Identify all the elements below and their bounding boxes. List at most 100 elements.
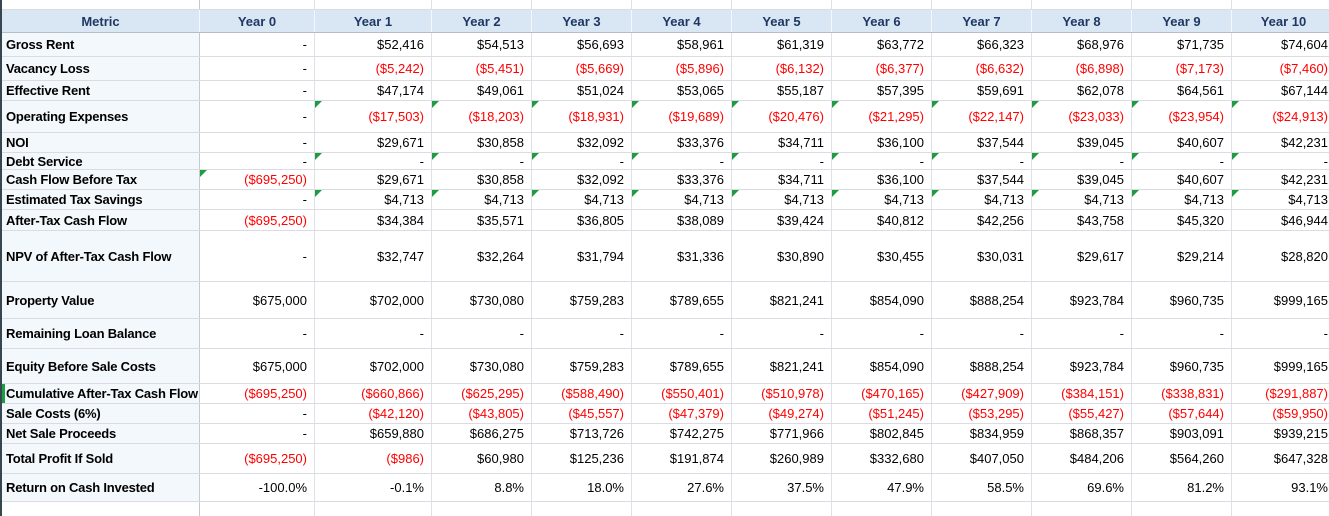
column-header-year-1[interactable]: Year 1 [315, 10, 432, 32]
cell-year-0[interactable]: -100.0% [200, 474, 315, 501]
cell-year-5[interactable]: $821,241 [732, 282, 832, 318]
cell-year-4[interactable]: $53,065 [632, 81, 732, 100]
cell-year-0[interactable]: - [200, 231, 315, 281]
cell-year-0[interactable]: - [200, 57, 315, 80]
cell-year-1[interactable]: - [315, 153, 432, 169]
column-header-year-5[interactable]: Year 5 [732, 10, 832, 32]
cell-year-2[interactable]: ($5,451) [432, 57, 532, 80]
cell-year-9[interactable]: $71,735 [1132, 33, 1232, 56]
cell-year-8[interactable]: $923,784 [1032, 349, 1132, 383]
row-label[interactable]: Return on Cash Invested [2, 474, 200, 501]
cell-year-0[interactable]: ($695,250) [200, 170, 315, 189]
cell-year-3[interactable]: - [532, 153, 632, 169]
cell-year-9[interactable]: ($23,954) [1132, 101, 1232, 132]
cell-year-6[interactable]: ($470,165) [832, 384, 932, 403]
cell-year-0[interactable]: - [200, 133, 315, 152]
cell-year-0[interactable]: - [200, 101, 315, 132]
cell-year-8[interactable]: ($6,898) [1032, 57, 1132, 80]
cell-year-1[interactable]: $702,000 [315, 282, 432, 318]
cell-year-2[interactable]: - [432, 153, 532, 169]
row-label[interactable]: Cumulative After-Tax Cash Flow [2, 384, 200, 403]
cell-year-8[interactable]: ($55,427) [1032, 404, 1132, 423]
cell-year-9[interactable]: $64,561 [1132, 81, 1232, 100]
cell-year-6[interactable]: - [832, 153, 932, 169]
cell-year-2[interactable]: $32,264 [432, 231, 532, 281]
column-header-year-9[interactable]: Year 9 [1132, 10, 1232, 32]
row-label[interactable]: NOI [2, 133, 200, 152]
cell-year-5[interactable]: $4,713 [732, 190, 832, 209]
cell-year-4[interactable]: $4,713 [632, 190, 732, 209]
cell-year-8[interactable]: ($23,033) [1032, 101, 1132, 132]
cell-year-3[interactable]: $713,726 [532, 424, 632, 443]
cell-year-9[interactable]: $29,214 [1132, 231, 1232, 281]
cell-year-7[interactable]: $37,544 [932, 170, 1032, 189]
cell-year-9[interactable]: - [1132, 319, 1232, 348]
cell-year-3[interactable]: $759,283 [532, 282, 632, 318]
cell-year-0[interactable]: ($695,250) [200, 444, 315, 473]
cell-year-1[interactable]: $52,416 [315, 33, 432, 56]
cell-year-1[interactable]: ($42,120) [315, 404, 432, 423]
cell-year-3[interactable]: - [532, 319, 632, 348]
cell-year-5[interactable]: $61,319 [732, 33, 832, 56]
cell-year-10[interactable]: $4,713 [1232, 190, 1329, 209]
cell-year-7[interactable]: $4,713 [932, 190, 1032, 209]
cell-year-10[interactable]: ($24,913) [1232, 101, 1329, 132]
row-label[interactable]: Equity Before Sale Costs [2, 349, 200, 383]
cell-year-2[interactable]: - [432, 319, 532, 348]
cell-year-9[interactable]: $4,713 [1132, 190, 1232, 209]
cell-year-10[interactable]: $67,144 [1232, 81, 1329, 100]
cell-year-1[interactable]: ($986) [315, 444, 432, 473]
cell-year-10[interactable]: - [1232, 319, 1329, 348]
cell-year-3[interactable]: $32,092 [532, 170, 632, 189]
cell-year-5[interactable]: ($510,978) [732, 384, 832, 403]
cell-year-10[interactable]: ($291,887) [1232, 384, 1329, 403]
cell-year-3[interactable]: $125,236 [532, 444, 632, 473]
cell-year-2[interactable]: $60,980 [432, 444, 532, 473]
row-label[interactable]: NPV of After-Tax Cash Flow [2, 231, 200, 281]
cell-year-1[interactable]: ($17,503) [315, 101, 432, 132]
cell-year-8[interactable]: $39,045 [1032, 170, 1132, 189]
cell-year-3[interactable]: $56,693 [532, 33, 632, 56]
column-header-metric[interactable]: Metric [2, 10, 200, 32]
cell-year-8[interactable]: $29,617 [1032, 231, 1132, 281]
cell-year-3[interactable]: $759,283 [532, 349, 632, 383]
cell-year-2[interactable]: $730,080 [432, 349, 532, 383]
cell-year-2[interactable]: $730,080 [432, 282, 532, 318]
cell-year-10[interactable]: $999,165 [1232, 349, 1329, 383]
cell-year-5[interactable]: - [732, 153, 832, 169]
cell-year-6[interactable]: $854,090 [832, 349, 932, 383]
cell-year-1[interactable]: $29,671 [315, 133, 432, 152]
cell-year-6[interactable]: ($51,245) [832, 404, 932, 423]
cell-year-7[interactable]: - [932, 153, 1032, 169]
cell-year-9[interactable]: ($7,173) [1132, 57, 1232, 80]
cell-year-7[interactable]: $834,959 [932, 424, 1032, 443]
cell-year-10[interactable]: $42,231 [1232, 133, 1329, 152]
cell-year-7[interactable]: 58.5% [932, 474, 1032, 501]
cell-year-4[interactable]: ($550,401) [632, 384, 732, 403]
cell-year-8[interactable]: - [1032, 319, 1132, 348]
cell-year-8[interactable]: - [1032, 153, 1132, 169]
cell-year-6[interactable]: $332,680 [832, 444, 932, 473]
column-header-year-6[interactable]: Year 6 [832, 10, 932, 32]
cell-year-9[interactable]: 81.2% [1132, 474, 1232, 501]
cell-year-6[interactable]: $30,455 [832, 231, 932, 281]
row-label[interactable]: After-Tax Cash Flow [2, 210, 200, 230]
cell-year-9[interactable]: $903,091 [1132, 424, 1232, 443]
cell-year-6[interactable]: $63,772 [832, 33, 932, 56]
cell-year-9[interactable]: $45,320 [1132, 210, 1232, 230]
row-label[interactable]: Estimated Tax Savings [2, 190, 200, 209]
cell-year-3[interactable]: ($588,490) [532, 384, 632, 403]
cell-year-6[interactable]: $4,713 [832, 190, 932, 209]
cell-year-4[interactable]: $33,376 [632, 133, 732, 152]
cell-year-2[interactable]: $686,275 [432, 424, 532, 443]
cell-year-8[interactable]: $4,713 [1032, 190, 1132, 209]
cell-year-6[interactable]: $40,812 [832, 210, 932, 230]
cell-year-7[interactable]: $407,050 [932, 444, 1032, 473]
cell-year-1[interactable]: ($660,866) [315, 384, 432, 403]
cell-year-1[interactable]: $4,713 [315, 190, 432, 209]
cell-year-8[interactable]: $868,357 [1032, 424, 1132, 443]
cell-year-7[interactable]: ($22,147) [932, 101, 1032, 132]
cell-year-3[interactable]: 18.0% [532, 474, 632, 501]
cell-year-7[interactable]: $37,544 [932, 133, 1032, 152]
cell-year-5[interactable]: - [732, 319, 832, 348]
